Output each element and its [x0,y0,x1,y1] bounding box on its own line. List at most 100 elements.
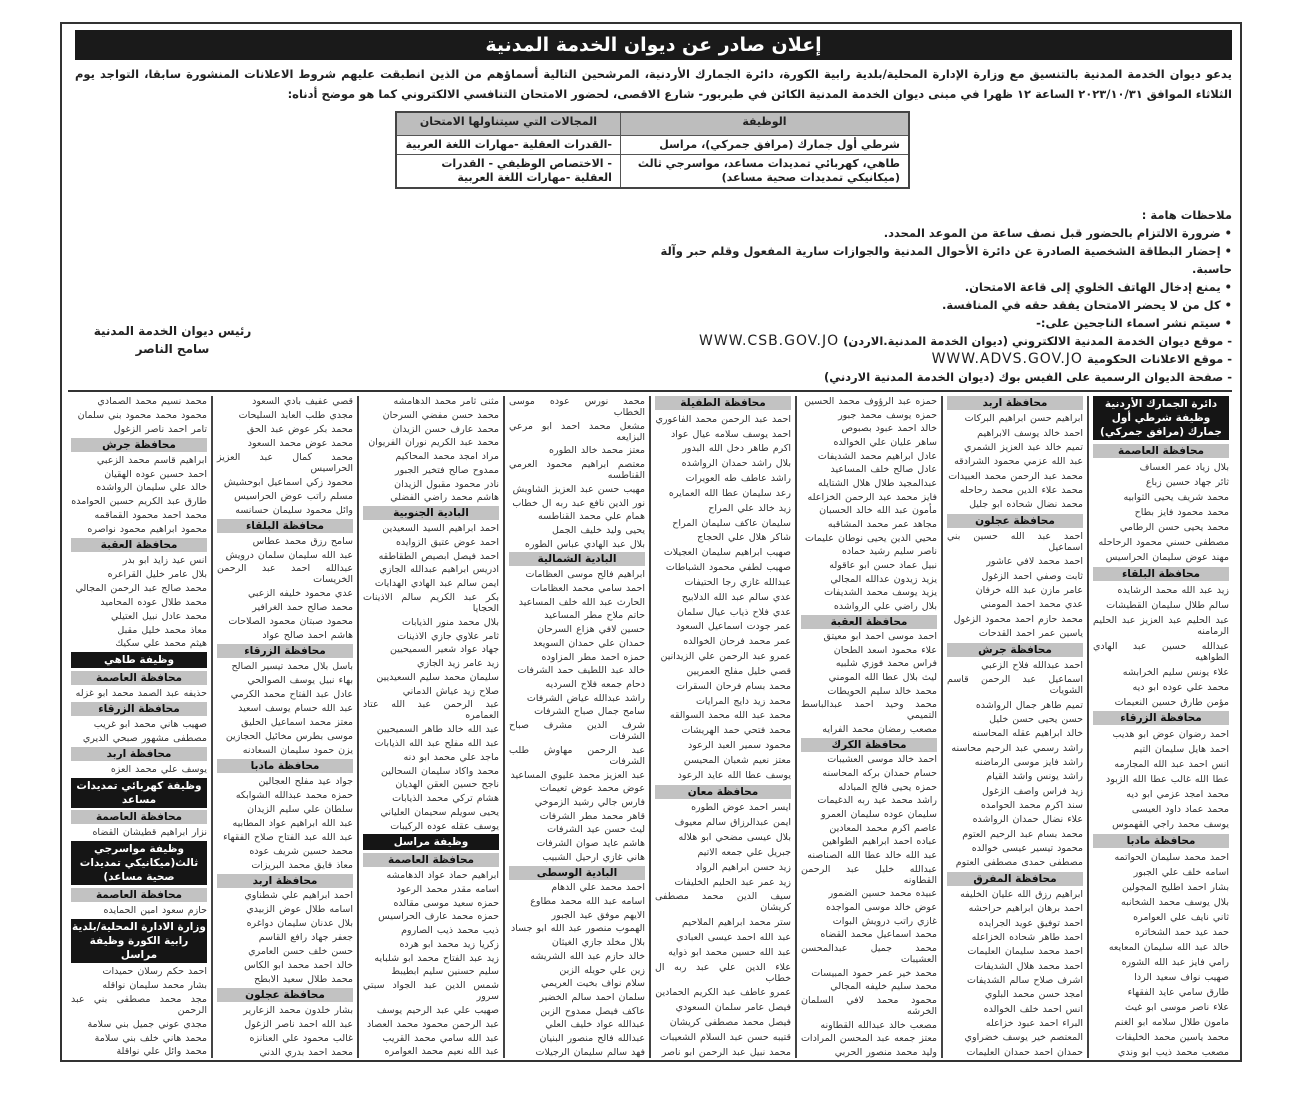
governorate-header: محافظة اربد [71,746,207,761]
candidate-name: ثائر جهاد حسين زباع [1145,476,1229,488]
candidate-name: جهاد عواد شعير السميحيين [390,644,499,656]
candidate-name: بلال عبد الهادي عباس الطوره [524,538,645,550]
candidate-name: سليمان عوده سليمان العمرو [821,809,937,821]
signature-block: رئيس ديوان الخدمة المدنية سامح الناصر [90,322,255,358]
candidate-name: عبد الله عزمي محمود الشرادقه [954,456,1083,468]
candidate-name: محمد خالد سليم الحويطات [827,685,937,697]
advs-url-link[interactable]: WWW.ADVS.GOV.JO [931,351,1083,367]
job-section-header: وزارة الادارة المحلية/بلدية رابية الكورة… [71,919,207,963]
candidate-name: نزار ابراهيم قطيشان القضاه [92,827,207,839]
candidate-name: يوسف عطا الله عايد الرعود [677,769,791,781]
candidate-name: اسامه خلف علي الجبور [1133,867,1229,879]
candidate-name: سلمان احمد سالم الخضير [539,992,645,1004]
candidate-name: محمد علي عوده ابو ديه [1132,681,1229,693]
candidate-name: وليد محمد منصور الحربي [834,1046,937,1058]
candidate-name: اشرف صلاح سالم الشديفات [967,975,1083,987]
candidate-name: صهيب نواف سعيد الردا [1134,971,1229,983]
governorate-header: البادية الوسطى [509,865,645,880]
candidate-name: عبدالله احمد عبد الرحمن الخريسات [217,563,353,586]
candidate-name: احمد ابراهيم علي شطناوي [244,890,353,902]
candidate-name: تميم طاهر جمال الرواشده [975,699,1083,711]
candidate-name: سلام نواف بخيت العريمي [541,978,645,990]
candidate-name: عبد الله سليمان سلمان درويش [225,549,353,561]
candidate-name: سامح جمال صباح الشرفات [534,706,645,718]
candidate-name: ممدوح صالح فتخير الجبور [394,464,499,476]
candidate-name: غالب محمود علي العنانزه [249,1032,353,1044]
candidate-name: ماجد علي محمد ابو دنه [403,751,499,763]
candidate-name: بلال راضي علي الرواشده [833,600,937,612]
governorate-header: محافظة جرش [947,642,1083,657]
candidate-name: سند اكرم محمد الحوامده [980,799,1083,811]
notes-heading: ملاحظات هامة : [1141,208,1232,222]
candidate-name: احمد عبد الرحمن محمد الفاعوري [655,413,792,425]
candidate-name: انس عيد زايد ابو بدر [122,554,207,566]
candidate-name: علاء نضال حمدان الرواشده [972,814,1083,826]
governorate-header: محافظة العقبة [71,538,207,553]
candidate-name: عطا الله غالب عطا الله الزبود [1106,774,1229,786]
candidate-name: عادل عبد الفتاح محمد الكرمي [230,689,353,701]
table-row: طاهي، كهربائي تمديدات مساعد، مواسرجي ثال… [395,154,910,189]
candidate-name: مجد محمد مصطفى بني عبد الرحمن [71,993,207,1016]
candidate-name: عبيده محمد حسين الضمور [828,888,937,900]
candidate-name: معتز محمد اسماعيل الحليق [241,717,353,729]
candidate-name: زيد عبد الله محمد الرشايده [1117,584,1229,596]
candidate-name: حذيفه عبد الصمد محمد ابو غزله [75,688,207,700]
candidate-name: اسماعيل عبد الرحمن قاسم الشويات [947,674,1083,697]
candidate-name: خالد عبد اللطيف حمد الشرفات [517,665,645,677]
candidate-name: احمد محمد هلال الشديفات [974,960,1083,972]
signature-role: رئيس ديوان الخدمة المدنية [93,324,252,338]
governorate-header: البادية الشمالية [509,552,645,567]
candidate-name: عوض خالد موسى المواجده [825,901,937,913]
candidate-name: امجد حسن محمد البلوي [984,989,1083,1001]
candidate-name: سليم حسنين سليم ابطيبط [391,966,499,978]
candidate-name: حمزه احمد مطر المزاوده [541,651,645,663]
governorate-header: محافظة الزرقاء [71,702,207,717]
candidate-name: ايمن سالم عبد الهادي الهدايات [374,578,499,590]
candidate-name: احمد رضوان عوض ابو هديب [1112,729,1229,741]
candidate-name: محمد بسام فرحان السقرات [676,680,791,692]
candidate-name: عدي فلاح ذياب عيال سلمان [676,606,791,618]
csb-url-link[interactable]: WWW.CSB.GOV.JO [699,333,840,349]
candidate-name: محمد نضال شحاده ابو جليل [969,499,1083,511]
candidate-name: مهند عوض سليمان الحراسيس [1105,551,1229,563]
candidate-name: علاء محمود اسعد الطحان [833,644,937,656]
candidate-name: حمزه محمد عبدالله الشوابكه [235,789,353,801]
candidate-name: مصعب محمد ذيب ابو وندي [1117,1046,1229,1058]
candidate-name: هاني غازي ارحيل الشبيب [542,851,645,863]
candidate-name: احمد حكم رسلان حميدات [102,965,208,977]
candidate-name: مؤمن طارق حسين النعيمات [1114,696,1229,708]
candidate-name: عبد الله خالد عطا الله الصناصنه [807,850,937,861]
publish-link-facebook: - صفحة الديوان الرسمية على الفيس بوك (دي… [640,368,1232,386]
governorate-header: محافظة العقبة [801,614,937,629]
candidate-name: محمد خير عمر حمود المبيسات [811,967,937,979]
candidate-name: عبد الله نعيم محمد العوامره [384,1046,499,1058]
note-item: • يمنع إدخال الهاتف الخلوي إلى قاعة الام… [964,280,1232,294]
candidate-name: حمزه يحيى فالح المبادله [838,781,937,793]
candidate-name: يحيى سويلم سحيمان العلياني [380,806,499,818]
candidate-name: باسل بلال محمد تيسير الصالح [231,661,353,673]
candidate-name: عبدالله فالح منصور البنيان [539,1033,645,1045]
governorate-header: محافظة الزرقاء [217,644,353,659]
candidate-name: يزن حمود سليمان السعادنه [242,744,353,756]
link-label: - موقع الاعلانات الحكومية [1086,352,1232,366]
candidate-name: محمد عارف حسن الزيدان [392,423,499,435]
candidate-name: محمود محمد لافي السلمان الخرشه [801,994,937,1017]
candidate-name: ليث بلال عطا الله المومني [828,672,937,684]
candidate-name: محمد احمد محمود القماقمه [94,510,207,522]
candidate-name: محمد عبد الرحمن محمد العبيدات [948,470,1083,482]
candidate-name: ثاني نايف علي العوامره [1133,912,1229,924]
candidate-name: محمد عادل نبيل العتيلي [111,610,207,622]
candidate-name: حسن خلف حسن العامري [248,946,353,958]
link-label: - صفحة الديوان الرسمية على الفيس بوك (دي… [823,370,1232,384]
note-item: • إحضار البطاقة الشخصية الصادرة عن دائرة… [660,244,1232,276]
candidate-name: حسين لافي هزاع السرحان [537,624,645,636]
candidate-name: عبد الله مفلح عبد الله الذيابات [374,737,499,749]
candidate-name: احمد عبد الله حسين بني اسماعيل [947,531,1083,554]
candidate-name: عبدالله خليل عبد الرحمن القطاونه [801,863,937,886]
candidate-name: ليث حسن عيد الشرفات [547,824,645,836]
candidate-name: فارس جالي رشيد الزموخي [534,796,645,808]
candidate-name: بلال مخلد جازي الغيثان [551,937,645,949]
candidate-name: ثامر علاوي جازي الاذينات [397,630,499,642]
governorate-header: محافظة العاصمة [71,671,207,686]
candidate-name: زيد عبد الفتاح محمد ابو شلبايه [374,952,499,964]
